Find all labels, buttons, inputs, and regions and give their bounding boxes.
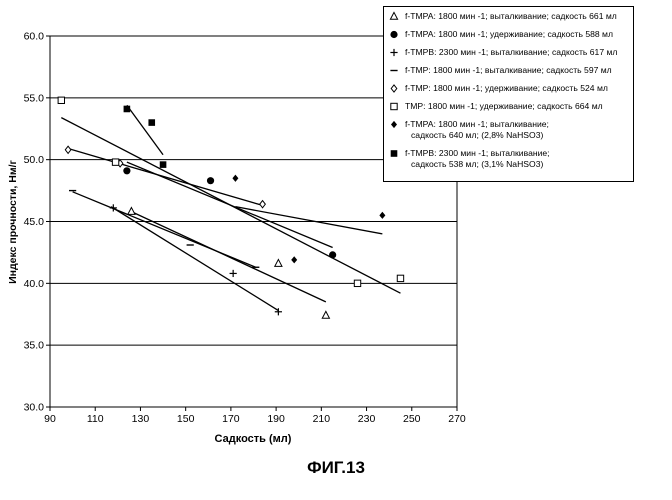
legend-marker-icon [390,48,398,57]
data-point-series-7 [232,174,239,182]
data-point-series-1 [273,258,283,267]
axes: 30.0 35.0 40.0 45.0 50.0 55.0 60.0 90 110 130 150 1… [24,31,466,426]
x-tick-label: 190 [267,413,285,425]
data-point-series-2 [206,177,215,185]
legend-item-7: f-TMPA: 1800 мин -1; выталкивание; садкос… [388,119,634,141]
legend-marker-icon [390,150,398,157]
legend-item-2: f-TMPA: 1800 мин -1; удерживание; садкос… [388,29,634,40]
trendline-series-3 [110,206,279,312]
legend-label: f-TMPA: 1800 мин -1; удерживание; садкос… [405,29,613,39]
circle-filled-icon [390,30,398,39]
diamond-filled-icon [391,120,397,129]
legend-item-1: f-TMPA: 1800 мин -1; выталкивание; садко… [388,11,634,22]
legend-label: садкость 640 мл; (2,8% NaHSO3) [411,130,544,140]
legend-label: садкость 538 мл; (3,1% NaHSO3) [411,159,544,169]
legend-item-5: f-TMP: 1800 мин -1; удерживание; садкост… [388,83,634,94]
legend-label: TMP: 1800 мин -1; удерживание; садкость … [405,101,603,111]
x-tick-label: 250 [403,413,421,425]
y-tick-label: 55.0 [24,92,45,104]
x-tick-label: 110 [87,413,104,425]
data-point-series-7 [291,256,298,264]
trendlines [61,104,401,312]
y-tick-label: 30.0 [24,402,45,414]
data-points [57,96,405,319]
legend-marker-icon [391,120,397,129]
x-tick-label: 210 [313,413,331,425]
data-point-series-8 [123,105,131,113]
data-point-series-1 [321,310,331,319]
square-open-icon [390,102,398,111]
x-tick-label: 170 [222,413,240,425]
data-point-series-6 [57,96,66,105]
y-tick-label: 45.0 [24,216,45,228]
y-axis-label: Индекс прочности, Нм/г [7,159,19,283]
x-axis-label: Садкость (мл) [215,433,292,445]
data-point-series-6 [353,279,362,288]
y-tick-label: 50.0 [24,154,45,166]
data-point-series-6 [396,274,405,283]
x-tick-label: 130 [132,413,150,425]
diamond-open-icon [390,84,398,93]
data-point-series-3 [229,269,237,278]
legend-item-6: TMP: 1800 мин -1; удерживание; садкость … [388,101,634,112]
data-point-series-1 [126,206,136,215]
legend-label: f-TMP: 1800 мин -1; удерживание; садкост… [405,83,608,93]
legend-item-4: f-TMP: 1800 мин -1; выталкивание; садкос… [388,65,634,76]
data-point-series-2 [123,167,131,175]
trendline-series-6 [61,117,401,294]
data-point-series-6 [111,158,120,166]
trendline-series-5 [67,147,263,207]
legend-item-8: f-TMPB: 2300 мин -1; выталкивание; садкос… [388,148,634,170]
y-tick-label: 40.0 [24,278,45,290]
data-point-series-2 [329,251,337,259]
trendline-series-7 [235,206,383,235]
y-tick-label: 60.0 [24,31,45,43]
legend-label: f-TMPA: 1800 мин -1; выталкивание; садко… [405,11,617,21]
x-tick-label: 230 [358,413,376,425]
legend-marker-icon [389,11,399,20]
triangle-open-icon [389,11,399,20]
figure-caption: ФИГ.13 [307,458,365,477]
chart-legend: f-TMPA: 1800 мин -1; выталкивание; садко… [383,6,634,182]
legend-label: f-TMPB: 2300 мин -1; выталкивание; садко… [405,47,618,57]
data-point-series-3 [274,308,282,316]
plus-icon [390,48,398,57]
legend-marker-icon [390,102,398,111]
legend-label: f-TMP: 1800 мин -1; выталкивание; садкос… [405,65,612,75]
data-point-series-5 [64,145,72,155]
y-tick-label: 35.0 [24,340,45,352]
x-tick-label: 270 [448,413,466,425]
legend-item-3: f-TMPB: 2300 мин -1; выталкивание; садко… [388,47,634,58]
legend-marker-icon [390,84,398,93]
x-tick-label: 150 [177,413,195,425]
data-point-series-8 [159,161,167,168]
data-point-series-7 [379,211,386,219]
trendline-series-4 [72,191,257,268]
x-tick-label: 90 [44,413,56,425]
legend-label: f-TMPB: 2300 мин -1; выталкивание; [405,148,550,158]
legend-marker-icon [390,69,398,72]
legend-marker-icon [390,30,398,39]
data-point-series-5 [259,199,266,209]
trendline-series-8 [126,104,164,156]
square-filled-icon [390,150,398,157]
legend-label: f-TMPA: 1800 мин -1; выталкивание; [405,119,549,129]
data-point-series-3 [109,204,117,212]
data-point-series-8 [148,119,156,126]
